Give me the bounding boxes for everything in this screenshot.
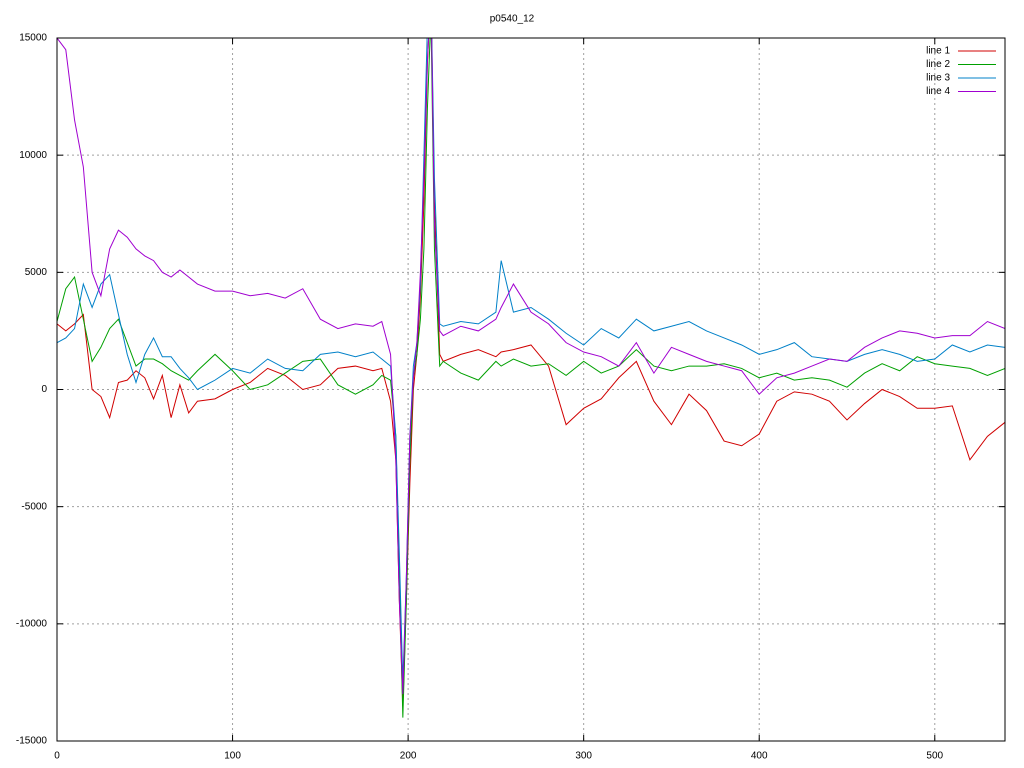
legend-label: line 2 <box>926 59 950 70</box>
x-tick-label: 400 <box>751 751 768 762</box>
x-tick-label: 200 <box>400 751 417 762</box>
y-tick-label: 5000 <box>25 267 48 278</box>
data-line <box>57 38 1005 695</box>
plot-area <box>57 38 1005 718</box>
legend-label: line 3 <box>926 73 950 84</box>
data-line <box>57 38 1005 683</box>
x-tick-label: 300 <box>575 751 592 762</box>
x-tick-label: 500 <box>926 751 943 762</box>
legend-label: line 4 <box>926 86 950 97</box>
y-tick-label: -15000 <box>16 736 48 747</box>
x-tick-label: 0 <box>54 751 60 762</box>
y-tick-label: -5000 <box>21 501 47 512</box>
y-tick-label: 0 <box>41 384 47 395</box>
legend-label: line 1 <box>926 46 950 57</box>
chart-title: p0540_12 <box>490 14 535 25</box>
plot-border <box>56 37 1006 742</box>
data-line <box>57 38 1005 718</box>
y-tick-label: -10000 <box>16 618 48 629</box>
y-tick-label: 10000 <box>19 150 47 161</box>
y-tick-label: 15000 <box>19 33 47 44</box>
x-tick-label: 100 <box>224 751 241 762</box>
data-line <box>57 38 1005 706</box>
